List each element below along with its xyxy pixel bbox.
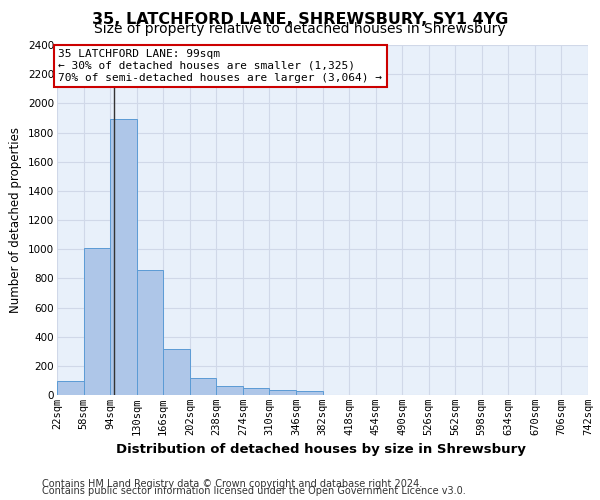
Text: Size of property relative to detached houses in Shrewsbury: Size of property relative to detached ho… xyxy=(94,22,506,36)
Bar xyxy=(110,118,137,395)
Bar xyxy=(163,349,190,395)
Y-axis label: Number of detached properties: Number of detached properties xyxy=(10,127,22,313)
Bar xyxy=(57,381,83,395)
Text: Contains HM Land Registry data © Crown copyright and database right 2024.: Contains HM Land Registry data © Crown c… xyxy=(42,479,422,489)
Bar xyxy=(137,270,163,395)
Text: Distribution of detached houses by size in Shrewsbury: Distribution of detached houses by size … xyxy=(116,442,526,456)
Bar xyxy=(296,392,323,395)
Text: Contains public sector information licensed under the Open Government Licence v3: Contains public sector information licen… xyxy=(42,486,466,496)
Bar xyxy=(269,390,296,395)
Bar xyxy=(190,378,217,395)
Text: 35, LATCHFORD LANE, SHREWSBURY, SY1 4YG: 35, LATCHFORD LANE, SHREWSBURY, SY1 4YG xyxy=(92,12,508,26)
Bar xyxy=(243,388,269,395)
Bar xyxy=(217,386,243,395)
Text: 35 LATCHFORD LANE: 99sqm
← 30% of detached houses are smaller (1,325)
70% of sem: 35 LATCHFORD LANE: 99sqm ← 30% of detach… xyxy=(58,50,382,82)
Bar xyxy=(83,248,110,395)
